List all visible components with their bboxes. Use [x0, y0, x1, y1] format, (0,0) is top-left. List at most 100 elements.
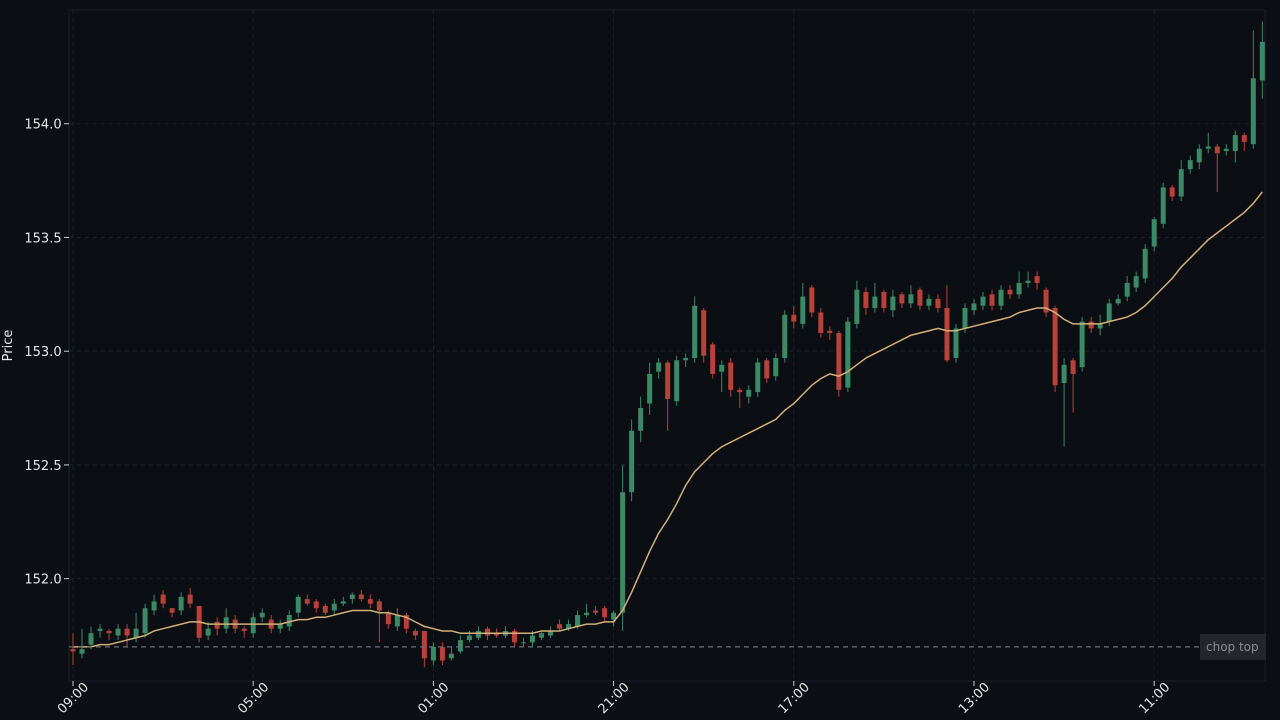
candle-body-130: [1241, 135, 1247, 142]
candle-body-102: [989, 294, 995, 306]
candle-body-107: [1034, 276, 1040, 283]
candle-body-29: [331, 603, 337, 611]
candle-body-4: [106, 630, 112, 634]
candle-body-5: [115, 628, 121, 636]
candle-body-16: [214, 621, 220, 629]
candle-body-32: [358, 594, 364, 600]
y-axis-ticks: 152.0 152.5 153.0 153.5 154.0: [24, 118, 69, 588]
candle-body-42: [448, 653, 454, 659]
candle-body-37: [403, 615, 409, 629]
candle-body-12: [178, 596, 184, 611]
candle-body-63: [638, 408, 644, 431]
candle-body-35: [385, 612, 391, 625]
candle-body-104: [1007, 289, 1013, 295]
candle-body-106: [1025, 280, 1031, 283]
plot-background: [68, 9, 1266, 682]
candle-body-41: [439, 646, 445, 661]
candle-body-50: [521, 642, 526, 644]
x-tick-label-5: 13:00: [956, 680, 993, 717]
candle-body-95: [926, 298, 932, 306]
candle-body-51: [530, 635, 536, 643]
candle-body-25: [295, 596, 301, 613]
candle-body-85: [836, 332, 842, 390]
candle-body-128: [1223, 148, 1229, 152]
candle-body-81: [800, 296, 806, 324]
candle-body-75: [746, 389, 752, 397]
candle-body-73: [728, 362, 734, 390]
reference-label-box: [1200, 633, 1266, 660]
candle-body-20: [250, 617, 256, 634]
candle-body-55: [566, 624, 572, 629]
candle-body-10: [160, 594, 166, 604]
x-tick-label-3: 21:00: [596, 680, 633, 717]
candle-body-88: [863, 292, 869, 308]
candle-body-33: [367, 599, 373, 604]
candle-body-99: [962, 307, 968, 329]
candle-body-2: [88, 633, 94, 645]
candle-body-122: [1169, 187, 1175, 197]
candle-body-19: [241, 628, 247, 631]
candle-body-74: [737, 389, 743, 393]
candle-body-131: [1250, 78, 1256, 145]
candles: [70, 21, 1265, 668]
candle-body-68: [683, 358, 689, 361]
candle-body-1: [79, 649, 85, 654]
candle-body-28: [322, 605, 328, 613]
candle-body-71: [710, 344, 716, 374]
candle-body-47: [493, 633, 499, 636]
candle-body-58: [593, 610, 599, 613]
candle-body-126: [1205, 146, 1211, 149]
candle-body-111: [1070, 360, 1076, 374]
x-tick-label-6: 11:00: [1136, 680, 1173, 717]
candle-body-57: [584, 612, 590, 616]
candle-body-34: [376, 601, 382, 611]
candle-body-116: [1115, 298, 1121, 304]
x-tick-label-1: 05:00: [235, 680, 272, 717]
candle-body-70: [701, 310, 707, 356]
candle-body-59: [602, 608, 608, 618]
candle-body-100: [971, 303, 977, 311]
candle-body-0: [70, 649, 76, 652]
candle-body-45: [475, 630, 481, 638]
candle-body-36: [394, 615, 400, 627]
candle-body-49: [511, 630, 517, 643]
candle-body-76: [755, 362, 761, 393]
candle-body-112: [1079, 321, 1085, 368]
candle-body-83: [818, 312, 824, 333]
candle-body-43: [457, 640, 463, 652]
candle-body-6: [124, 628, 130, 636]
candle-body-124: [1187, 160, 1193, 170]
candle-body-119: [1142, 248, 1148, 279]
candle-body-117: [1124, 282, 1130, 297]
candle-body-60: [611, 612, 617, 620]
candle-body-7: [133, 628, 139, 638]
x-tick-label-0: 09:00: [55, 680, 92, 717]
candle-body-64: [647, 373, 653, 404]
candle-body-92: [899, 294, 905, 304]
candle-body-77: [764, 360, 770, 379]
y-tick-label-3: 153.5: [24, 231, 61, 246]
candle-body-15: [205, 628, 211, 636]
x-axis-ticks: 09:00 05:00 01:00 21:00 17:00 13:00 11:00: [55, 680, 1173, 717]
candle-body-113: [1088, 321, 1094, 329]
candle-body-96: [935, 298, 941, 308]
candle-body-125: [1196, 148, 1202, 163]
reference-label: chop top: [1206, 640, 1259, 654]
y-tick-label-2: 153.0: [24, 345, 61, 360]
candle-body-8: [142, 608, 148, 634]
candle-body-98: [953, 328, 959, 359]
candle-body-108: [1043, 289, 1049, 313]
candle-body-23: [277, 624, 283, 629]
candle-body-3: [97, 628, 103, 631]
candle-body-66: [665, 362, 671, 399]
candle-body-17: [223, 617, 229, 629]
candle-body-89: [872, 296, 878, 308]
candle-body-118: [1133, 276, 1139, 288]
candle-body-39: [421, 630, 427, 659]
y-tick-label-1: 152.5: [24, 459, 61, 474]
candle-body-65: [656, 362, 662, 372]
candle-body-78: [773, 358, 779, 377]
candle-body-56: [575, 615, 581, 627]
candle-body-79: [782, 314, 788, 359]
candle-body-26: [304, 599, 310, 604]
